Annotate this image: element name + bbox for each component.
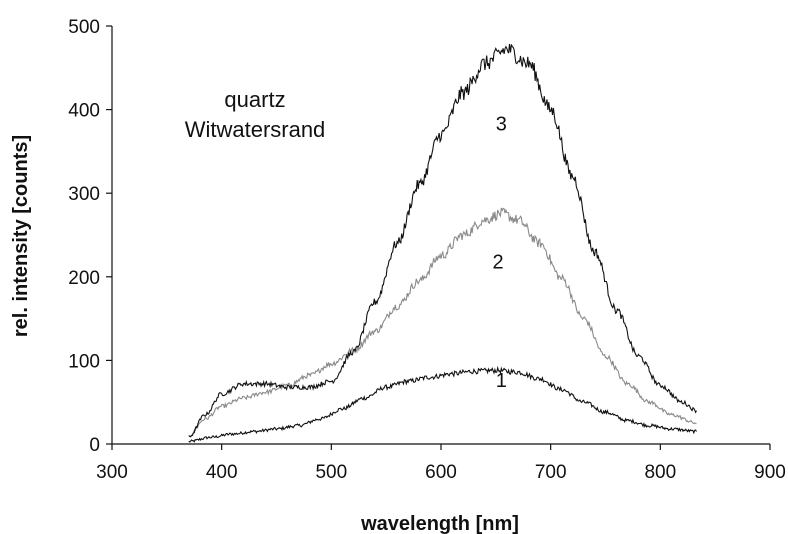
- annotation-line-2: Witwatersrand: [185, 117, 326, 142]
- y-tick-label: 500: [68, 17, 100, 38]
- y-tick-label: 100: [68, 351, 100, 372]
- x-tick-label: 400: [206, 462, 238, 483]
- series-line-3: [188, 43, 697, 438]
- y-tick-label: 0: [89, 435, 100, 456]
- x-axis-title: wavelength [nm]: [360, 513, 519, 534]
- series-line-1: [188, 365, 697, 443]
- plot-area: [111, 26, 770, 445]
- x-tick-label: 600: [425, 462, 457, 483]
- curves-group: 1 2 3: [188, 43, 697, 443]
- y-tick-label: 300: [68, 184, 100, 205]
- annotation-line-1: quartz: [224, 87, 285, 112]
- annotation: quartz Witwatersrand: [185, 87, 326, 142]
- series-label-1: 1: [496, 370, 507, 392]
- y-tick-label: 400: [68, 101, 100, 122]
- y-axis-title: rel. intensity [counts]: [10, 135, 32, 337]
- x-tick-label: 700: [535, 462, 567, 483]
- series-line-2: [188, 207, 697, 437]
- x-tick-label: 800: [644, 462, 676, 483]
- x-tick-label: 500: [315, 462, 347, 483]
- x-tick-label: 900: [754, 462, 786, 483]
- series-label-2: 2: [492, 251, 503, 273]
- series-label-3: 3: [496, 114, 507, 136]
- x-tick-label: 300: [96, 462, 128, 483]
- y-tick-label: 200: [68, 268, 100, 289]
- axis-ticks: 300 400 500 600 700 800 900 0 100 200 300 400 500: [68, 17, 786, 483]
